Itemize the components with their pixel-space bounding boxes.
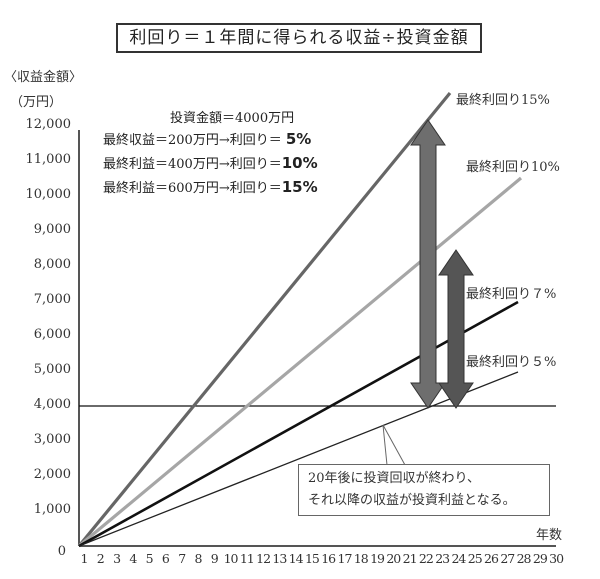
info-investment: 投資金額＝4000万円 xyxy=(170,111,295,126)
y-tick-label: 4,000 xyxy=(33,397,71,412)
x-tick-label: 6 xyxy=(161,551,170,566)
x-tick-label: 27 xyxy=(500,551,515,566)
info-yield-10: 最終利益＝400万円→利回り＝10% xyxy=(103,154,318,172)
y-tick-label: 5,000 xyxy=(33,362,71,377)
series-5-label: 最終利回り５% xyxy=(466,355,557,370)
y-tick-label: 1,000 xyxy=(33,502,71,517)
x-tick-label: 1 xyxy=(80,551,89,566)
y-tick-label: 3,000 xyxy=(33,432,71,447)
y-tick-label: 12,000 xyxy=(25,117,72,132)
x-tick-label: 20 xyxy=(386,551,401,566)
series-10-line xyxy=(77,176,523,548)
y-tick-label: 8,000 xyxy=(33,257,71,272)
double-arrow-10 xyxy=(438,249,474,409)
series-7-line xyxy=(78,300,519,548)
x-tick-label: 3 xyxy=(113,551,121,566)
series-7-label: 最終利回り７% xyxy=(466,287,557,302)
x-tick-label: 30 xyxy=(549,551,564,566)
x-tick-label: 12 xyxy=(256,551,271,566)
y-axis-unit: （万円） xyxy=(10,95,63,110)
x-tick-label: 11 xyxy=(239,551,255,566)
x-tick-label: 9 xyxy=(210,551,219,566)
x-tick-label: 28 xyxy=(516,551,532,566)
x-tick-label: 24 xyxy=(451,551,466,566)
x-tick-label: 8 xyxy=(194,551,202,566)
callout-line-2: それ以降の収益が投資利益となる。 xyxy=(308,493,516,508)
x-tick-label: 19 xyxy=(370,551,385,566)
series-10-label: 最終利回り10% xyxy=(466,160,560,175)
y-tick-label: 9,000 xyxy=(33,222,71,237)
callout-note: 20年後に投資回収が終わり、 それ以降の収益が投資利益となる。 xyxy=(298,464,550,516)
x-tick-label: 25 xyxy=(467,551,483,566)
y-tick-label: 7,000 xyxy=(33,292,71,307)
x-tick-label: 21 xyxy=(402,551,418,566)
series-15-label: 最終利回り15% xyxy=(456,93,550,108)
x-tick-label: 4 xyxy=(129,551,137,566)
x-tick-label: 15 xyxy=(304,551,320,566)
x-tick-label: 23 xyxy=(435,551,450,566)
x-tick-label: 18 xyxy=(353,551,369,566)
x-tick-label: 10 xyxy=(223,551,239,566)
y-tick-label: 10,000 xyxy=(25,187,72,202)
x-tick-label: 22 xyxy=(418,551,434,566)
x-tick-label: 14 xyxy=(288,551,304,566)
y-tick-label: 0 xyxy=(57,544,66,559)
x-tick-label: 17 xyxy=(337,551,353,566)
x-tick-label: 2 xyxy=(96,551,105,566)
x-tick-label: 13 xyxy=(272,551,287,566)
x-tick-label: 16 xyxy=(321,551,336,566)
callout-line-1: 20年後に投資回収が終わり、 xyxy=(308,471,481,486)
series-15-line xyxy=(77,91,452,548)
info-yield-15: 最終利益＝600万円→利回り＝15% xyxy=(103,178,318,196)
y-tick-label: 6,000 xyxy=(33,327,71,342)
chart-title: 利回り＝１年間に得られる収益÷投資金額 xyxy=(116,23,482,53)
y-tick-label: 2,000 xyxy=(33,467,71,482)
y-axis-label: 〈収益金額〉 xyxy=(4,70,83,85)
x-axis-label: 年数 xyxy=(536,528,563,543)
x-tick-label: 7 xyxy=(178,551,186,566)
y-tick-label: 11,000 xyxy=(25,152,72,167)
x-tick-label: 26 xyxy=(484,551,499,566)
x-tick-label: 5 xyxy=(145,551,154,566)
x-tick-label: 29 xyxy=(532,551,548,566)
info-yield-5: 最終収益＝200万円→利回り＝ 5% xyxy=(103,130,312,148)
series-5-line xyxy=(78,371,519,547)
double-arrow-15 xyxy=(410,119,446,409)
callout-pointer xyxy=(382,424,406,466)
